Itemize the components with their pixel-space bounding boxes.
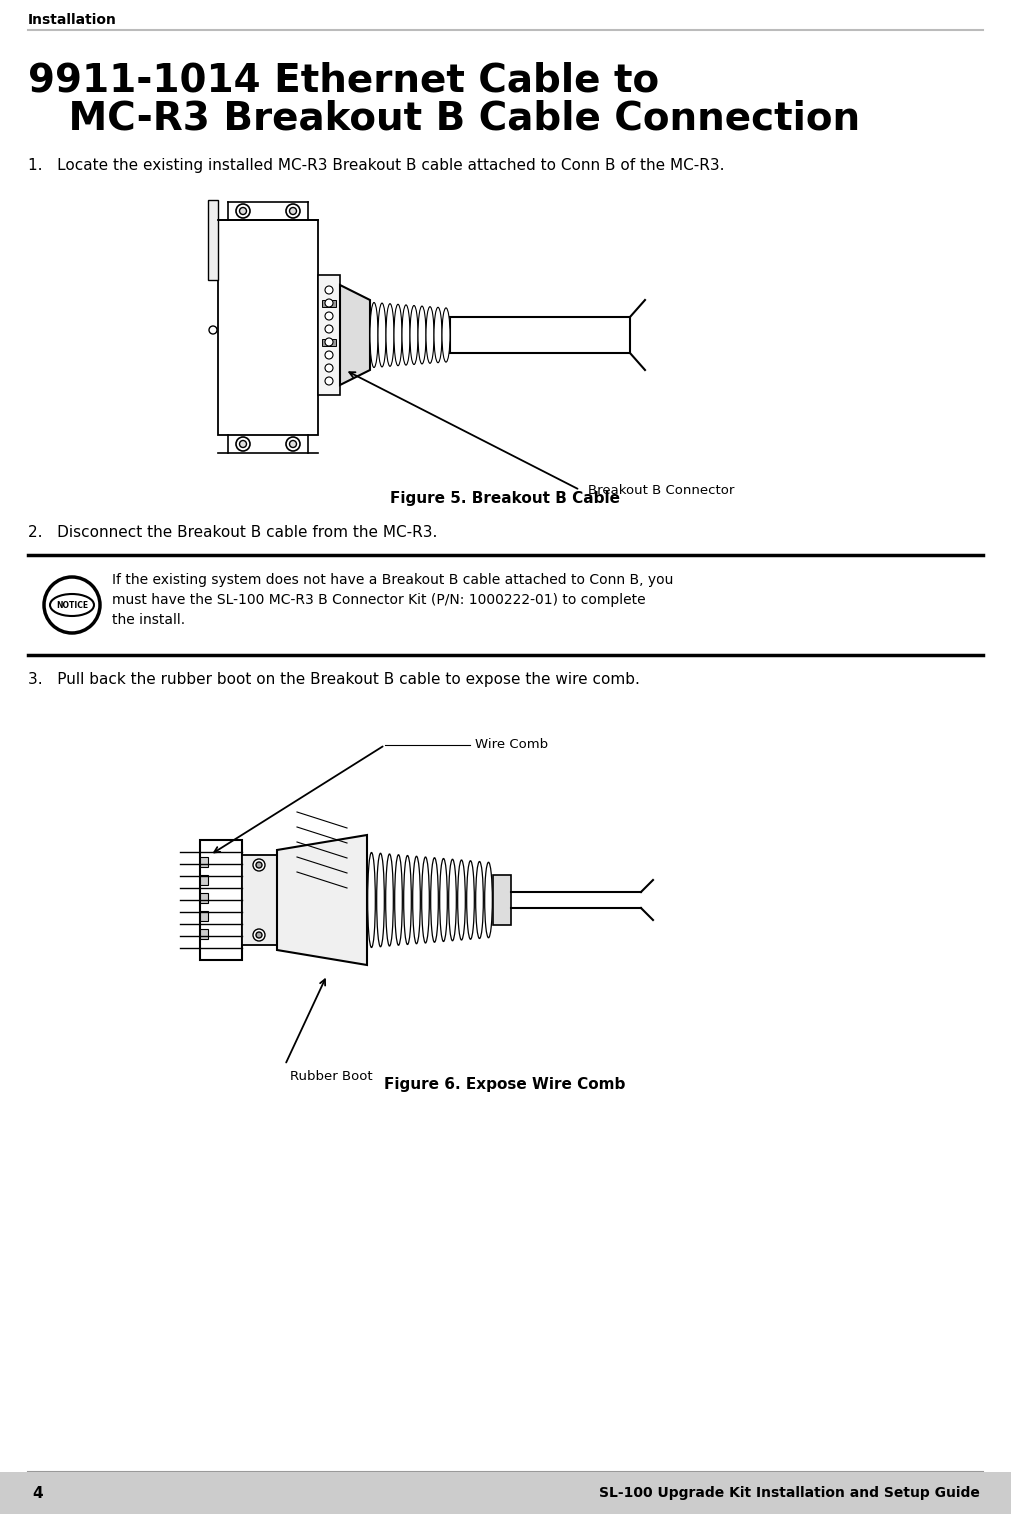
Ellipse shape [394, 304, 402, 366]
Circle shape [325, 377, 333, 385]
Ellipse shape [385, 854, 393, 946]
Polygon shape [340, 285, 370, 385]
Circle shape [236, 438, 250, 451]
Ellipse shape [449, 860, 456, 940]
Bar [321, 339, 336, 347]
Text: 9911-1014 Ethernet Cable to: 9911-1014 Ethernet Cable to [28, 62, 659, 100]
Ellipse shape [431, 858, 439, 942]
Bar [200, 857, 208, 868]
Ellipse shape [442, 307, 450, 362]
Circle shape [44, 577, 100, 633]
Ellipse shape [410, 306, 418, 365]
Bar [321, 300, 336, 307]
Circle shape [325, 363, 333, 372]
Ellipse shape [434, 307, 442, 363]
Circle shape [325, 351, 333, 359]
Polygon shape [277, 836, 367, 964]
Ellipse shape [377, 854, 384, 946]
Text: 4: 4 [32, 1485, 42, 1500]
Circle shape [240, 441, 247, 448]
Ellipse shape [440, 858, 447, 942]
Circle shape [289, 207, 296, 215]
Bar [450, 316, 630, 353]
Text: Installation: Installation [28, 14, 117, 27]
Text: 1.   Locate the existing installed MC-R3 Breakout B cable attached to Conn B of : 1. Locate the existing installed MC-R3 B… [28, 157, 725, 173]
Circle shape [325, 286, 333, 294]
Ellipse shape [475, 861, 483, 939]
Text: Rubber Boot: Rubber Boot [290, 1070, 373, 1083]
Circle shape [253, 858, 265, 871]
Ellipse shape [458, 860, 465, 940]
Bar [218, 220, 318, 435]
Ellipse shape [426, 307, 434, 363]
Text: Figure 5. Breakout B Cable: Figure 5. Breakout B Cable [390, 491, 620, 506]
Circle shape [256, 861, 262, 868]
Ellipse shape [370, 303, 378, 368]
Text: SL-100 Upgrade Kit Installation and Setup Guide: SL-100 Upgrade Kit Installation and Setu… [600, 1487, 980, 1500]
Circle shape [325, 298, 333, 307]
Circle shape [286, 438, 300, 451]
Bar [318, 276, 340, 395]
Circle shape [286, 204, 300, 218]
Bar [493, 875, 511, 925]
Bar [200, 893, 208, 902]
Bar [200, 911, 208, 921]
Text: Figure 6. Expose Wire Comb: Figure 6. Expose Wire Comb [384, 1078, 626, 1093]
Bar [208, 200, 218, 280]
Circle shape [325, 312, 333, 319]
Ellipse shape [422, 857, 430, 943]
Circle shape [240, 207, 247, 215]
Text: Breakout B Connector: Breakout B Connector [588, 483, 734, 497]
Ellipse shape [484, 863, 492, 937]
Bar [200, 875, 208, 886]
Circle shape [325, 326, 333, 333]
Ellipse shape [467, 861, 474, 939]
Ellipse shape [378, 303, 386, 366]
Ellipse shape [402, 304, 410, 365]
Ellipse shape [418, 306, 426, 363]
Circle shape [289, 441, 296, 448]
Bar [200, 840, 242, 960]
Circle shape [209, 326, 217, 335]
Ellipse shape [394, 855, 402, 945]
Circle shape [236, 204, 250, 218]
Text: If the existing system does not have a Breakout B cable attached to Conn B, you
: If the existing system does not have a B… [112, 572, 673, 627]
Circle shape [256, 933, 262, 939]
Text: 2.   Disconnect the Breakout B cable from the MC-R3.: 2. Disconnect the Breakout B cable from … [28, 525, 438, 540]
Text: NOTICE: NOTICE [56, 601, 88, 610]
Bar [242, 855, 277, 945]
Ellipse shape [368, 852, 375, 948]
Ellipse shape [403, 855, 411, 945]
Ellipse shape [386, 304, 394, 366]
Text: MC-R3 Breakout B Cable Connection: MC-R3 Breakout B Cable Connection [28, 100, 860, 138]
Bar [0, 1472, 1011, 1514]
Text: 3.   Pull back the rubber boot on the Breakout B cable to expose the wire comb.: 3. Pull back the rubber boot on the Brea… [28, 672, 640, 687]
Ellipse shape [412, 857, 421, 943]
Circle shape [253, 930, 265, 942]
Bar [200, 930, 208, 939]
Circle shape [325, 338, 333, 347]
Text: Wire Comb: Wire Comb [475, 739, 548, 751]
